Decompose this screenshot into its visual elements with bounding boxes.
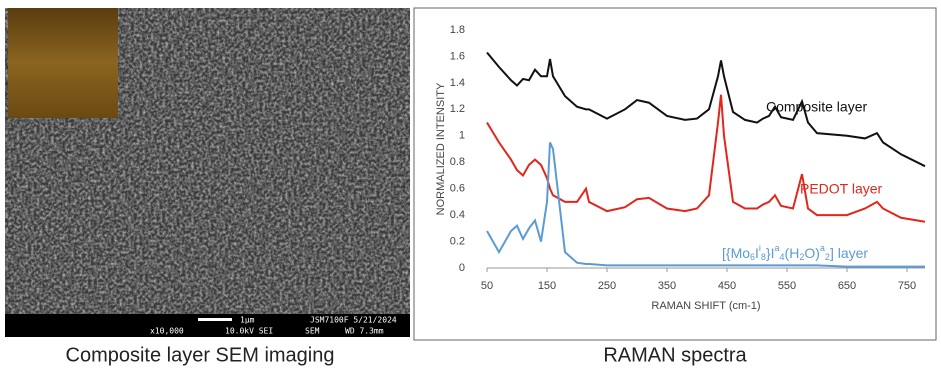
- sem-caption: Composite layer SEM imaging: [66, 344, 335, 366]
- series-line: [486, 51, 926, 168]
- y-tick-label: 0: [459, 262, 465, 274]
- series-line: [486, 141, 925, 268]
- y-tick-label: 0.4: [450, 209, 465, 221]
- y-tick-label: 0.8: [450, 156, 465, 168]
- scale-label: 1μm: [240, 316, 255, 325]
- x-tick-label: 750: [898, 280, 916, 292]
- series-label: PEDOT layer: [800, 181, 883, 197]
- y-tick-label: 1.8: [450, 24, 465, 36]
- label-part: }I: [766, 245, 775, 261]
- working-distance: WD 7.3mm: [345, 327, 384, 336]
- voltage: 10.0kV SEI: [225, 327, 273, 336]
- series-line: [486, 94, 926, 223]
- x-tick-label: 50: [481, 280, 493, 292]
- label-part: [{Mo: [722, 245, 750, 261]
- label-part: 6: [750, 252, 755, 262]
- label-part: 8: [761, 252, 766, 262]
- y-tick-label: 1: [459, 130, 465, 142]
- y-tick-label: 0.6: [450, 183, 465, 195]
- magnification: x10,000: [150, 327, 184, 336]
- x-tick-label: 150: [538, 280, 556, 292]
- y-tick-label: 1.2: [450, 103, 465, 115]
- label-part: 2: [799, 252, 804, 262]
- label-part: a: [775, 243, 780, 253]
- sample-photo: [8, 8, 118, 118]
- sem-image: 1μm JSM7100F 5/21/2024 x10,000 10.0kV SE…: [5, 8, 410, 337]
- chart-frame: [413, 7, 937, 341]
- x-tick-label: 550: [778, 280, 796, 292]
- series-label: Composite layer: [766, 99, 867, 115]
- y-axis-title: NORMALIZED INTENSITY: [435, 82, 447, 215]
- y-tick-label: 0.2: [450, 235, 465, 247]
- label-part: ] layer: [830, 245, 868, 261]
- x-tick-label: 350: [658, 280, 676, 292]
- label-part: (H: [785, 245, 800, 261]
- chart-caption: RAMAN spectra: [603, 344, 747, 366]
- label-part: i: [759, 243, 761, 253]
- x-tick-label: 250: [598, 280, 616, 292]
- label-part: I: [755, 245, 759, 261]
- x-axis-title: RAMAN SHIFT (cm-1): [651, 300, 760, 312]
- y-tick-label: 1.4: [450, 77, 465, 89]
- label-part: 4: [780, 252, 785, 262]
- label-part: a: [820, 243, 825, 253]
- x-tick-label: 650: [838, 280, 856, 292]
- label-part: O): [804, 245, 820, 261]
- instrument: JSM7100F 5/21/2024: [310, 316, 397, 325]
- mode: SEM: [305, 327, 320, 336]
- info-bar: [5, 314, 410, 337]
- y-tick-label: 1.6: [450, 50, 465, 62]
- label-part: 2: [825, 252, 830, 262]
- series-label: [{Mo6Ii8}Ia4(H2O)a2] layer: [722, 243, 868, 262]
- x-tick-label: 450: [718, 280, 736, 292]
